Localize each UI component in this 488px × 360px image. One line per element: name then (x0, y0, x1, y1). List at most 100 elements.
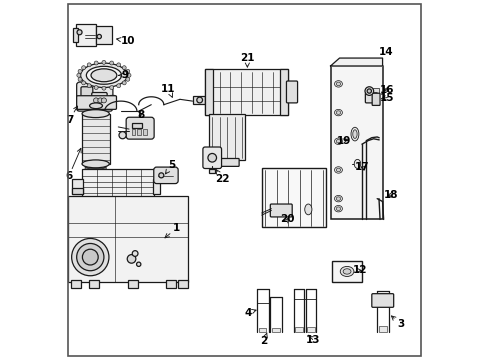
FancyBboxPatch shape (153, 167, 178, 184)
Bar (131, 129, 135, 135)
Circle shape (77, 243, 104, 271)
Text: 18: 18 (384, 190, 398, 200)
Text: 4: 4 (244, 308, 256, 318)
Circle shape (87, 84, 91, 88)
Circle shape (117, 63, 121, 67)
Circle shape (78, 77, 82, 81)
Text: 10: 10 (116, 36, 135, 46)
Circle shape (125, 69, 129, 73)
Bar (279, 69, 287, 116)
Circle shape (93, 98, 99, 103)
Bar (82, 168, 154, 198)
Bar (76, 24, 96, 45)
Circle shape (159, 173, 163, 178)
FancyBboxPatch shape (77, 82, 113, 111)
Circle shape (94, 61, 98, 65)
Ellipse shape (334, 109, 342, 116)
FancyBboxPatch shape (126, 117, 154, 139)
Circle shape (127, 255, 136, 263)
Text: 1: 1 (164, 224, 180, 238)
Ellipse shape (334, 167, 342, 173)
Bar (128, 280, 138, 288)
Text: 16: 16 (379, 85, 394, 95)
Text: 22: 22 (215, 170, 229, 184)
Text: 21: 21 (240, 53, 254, 67)
Text: 13: 13 (305, 334, 319, 345)
Ellipse shape (343, 269, 350, 274)
Ellipse shape (91, 69, 117, 82)
Circle shape (125, 77, 129, 81)
Bar (261, 168, 325, 227)
Text: 20: 20 (280, 215, 294, 224)
Ellipse shape (334, 195, 342, 202)
Circle shape (81, 81, 85, 85)
Circle shape (78, 69, 82, 73)
Bar (204, 69, 212, 116)
Circle shape (196, 97, 202, 103)
FancyBboxPatch shape (286, 81, 297, 103)
Ellipse shape (336, 82, 340, 86)
FancyBboxPatch shape (270, 204, 292, 217)
Bar (306, 327, 314, 332)
FancyBboxPatch shape (365, 93, 377, 103)
Circle shape (136, 262, 141, 266)
Bar (379, 326, 386, 332)
Text: 19: 19 (336, 136, 351, 145)
Circle shape (87, 63, 91, 67)
Circle shape (109, 86, 113, 90)
Ellipse shape (336, 111, 340, 114)
Bar (96, 26, 112, 44)
Bar (209, 169, 215, 173)
Ellipse shape (81, 63, 127, 87)
FancyBboxPatch shape (214, 158, 239, 166)
Ellipse shape (336, 207, 340, 211)
Ellipse shape (304, 204, 311, 215)
Bar (131, 123, 142, 128)
Text: 7: 7 (66, 106, 78, 125)
Text: 3: 3 (391, 316, 403, 329)
FancyBboxPatch shape (77, 96, 116, 109)
Circle shape (207, 153, 216, 162)
Circle shape (366, 89, 371, 93)
Circle shape (102, 86, 106, 90)
Circle shape (122, 66, 126, 70)
FancyBboxPatch shape (92, 93, 107, 107)
Bar (294, 327, 303, 332)
Bar (68, 196, 188, 282)
Bar (209, 114, 244, 160)
Ellipse shape (350, 127, 358, 141)
Circle shape (97, 35, 101, 39)
Circle shape (94, 86, 98, 90)
Circle shape (77, 30, 82, 35)
Text: 6: 6 (65, 148, 81, 181)
Text: 9: 9 (119, 70, 129, 80)
FancyBboxPatch shape (81, 87, 93, 107)
Circle shape (364, 87, 373, 95)
Ellipse shape (82, 110, 109, 118)
Bar (82, 114, 109, 164)
Circle shape (122, 81, 126, 85)
Text: 14: 14 (378, 46, 393, 57)
Bar (89, 106, 102, 114)
Text: 8: 8 (137, 111, 144, 121)
Text: 11: 11 (161, 84, 175, 97)
Ellipse shape (336, 168, 340, 172)
Ellipse shape (340, 266, 353, 276)
Ellipse shape (334, 206, 342, 212)
Bar (332, 261, 361, 282)
Circle shape (127, 73, 131, 77)
Bar (204, 69, 287, 116)
Bar (72, 188, 83, 194)
Bar (70, 280, 81, 288)
Circle shape (119, 132, 126, 139)
Ellipse shape (89, 103, 102, 109)
Text: 12: 12 (352, 265, 366, 275)
Circle shape (117, 84, 121, 88)
Circle shape (101, 98, 106, 103)
Polygon shape (330, 58, 382, 66)
Circle shape (81, 66, 85, 70)
Circle shape (132, 251, 138, 256)
Bar (88, 280, 99, 288)
Circle shape (102, 60, 106, 64)
FancyBboxPatch shape (371, 93, 379, 105)
